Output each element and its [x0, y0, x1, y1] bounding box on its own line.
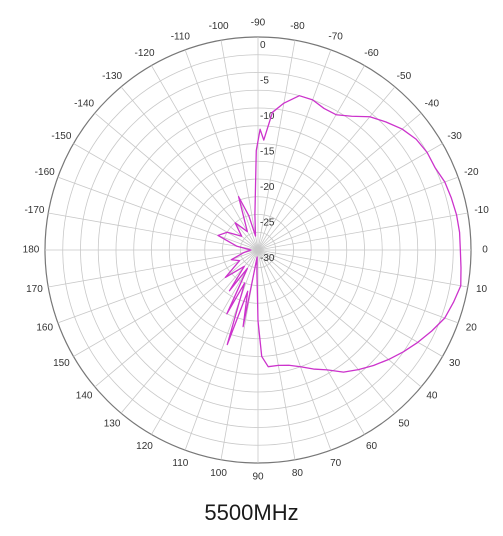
angle-tick-label: 90 [252, 472, 264, 483]
angle-tick-label: 60 [366, 441, 378, 452]
grid-spoke [220, 40, 259, 251]
polar-radiation-chart: 0 10 20 30 40 50 60 70 80 90 100 110 120 130 140 150 160… [23, 18, 490, 483]
grid-spoke [257, 249, 332, 451]
pattern-trace [217, 95, 462, 373]
angle-tick-label: 40 [426, 391, 438, 402]
grid-spoke [257, 112, 422, 251]
angle-tick-labels: 0 10 20 30 40 50 60 70 80 90 100 110 120 130 140 150 160… [23, 18, 490, 483]
grid-spoke [257, 249, 459, 324]
grid-spoke [94, 112, 259, 251]
angle-tick-label: 10 [476, 284, 488, 295]
angle-tick-label: 160 [36, 322, 53, 333]
grid-spoke [257, 212, 468, 251]
angle-tick-label: -100 [209, 21, 229, 32]
grid-spoke [151, 65, 259, 251]
grid-spoke [48, 249, 259, 288]
grid-spoke [257, 65, 365, 251]
grid-spoke [257, 249, 468, 288]
angle-tick-label: -80 [290, 21, 305, 32]
grid-spoke [257, 49, 332, 251]
angle-tick-label: 30 [449, 358, 461, 369]
grid-spoke [57, 249, 259, 324]
angle-tick-label: -120 [134, 48, 154, 59]
radial-tick-label: -30 [260, 253, 275, 264]
pattern-trace-group [217, 95, 462, 373]
radial-tick-label: -5 [260, 76, 269, 87]
angle-tick-label: 130 [104, 419, 121, 430]
angle-tick-label: 20 [466, 322, 478, 333]
angle-tick-label: -20 [464, 167, 479, 178]
angle-tick-label: -160 [35, 167, 55, 178]
grid-spoke [257, 249, 422, 388]
angle-tick-label: -130 [102, 71, 122, 82]
grid-spoke [257, 40, 296, 251]
angle-tick-label: 80 [292, 468, 304, 479]
angle-tick-label: 0 [482, 245, 488, 256]
grid-spoke [257, 249, 443, 357]
grid-spoke [257, 176, 459, 251]
grid-spoke [120, 249, 259, 414]
angle-tick-label: -110 [171, 31, 191, 42]
angle-tick-label: 180 [23, 245, 40, 256]
chart-caption: 5500MHz [204, 500, 299, 525]
angle-tick-label: -140 [74, 99, 94, 110]
grid-spoke [257, 86, 396, 251]
grid-spoke [48, 212, 259, 251]
angle-tick-label: 110 [172, 458, 188, 469]
grid-spoke [257, 249, 296, 460]
radial-tick-labels: 0 -5 -10 -15 -20 -25 -30 [260, 40, 275, 264]
angle-tick-label: -60 [364, 48, 379, 59]
grid-spoke [73, 249, 259, 357]
polar-grid [44, 36, 472, 464]
angle-tick-label: -30 [447, 131, 462, 142]
radial-tick-label: 0 [260, 40, 266, 51]
grid-spoke [257, 249, 365, 435]
grid-spoke [184, 49, 259, 251]
angle-tick-label: 100 [210, 468, 227, 479]
grid-spoke [94, 249, 259, 388]
radial-tick-label: -25 [260, 218, 275, 229]
grid-spoke [257, 249, 396, 414]
angle-tick-label: 120 [136, 441, 153, 452]
angle-tick-label: -40 [425, 99, 440, 110]
radial-tick-label: -15 [260, 147, 275, 158]
angle-tick-label: 70 [330, 458, 342, 469]
angle-tick-label: -10 [474, 205, 489, 216]
angle-tick-label: -50 [397, 71, 412, 82]
angle-tick-label: 170 [26, 284, 43, 295]
angle-tick-label: 150 [53, 358, 70, 369]
angle-tick-label: -90 [251, 18, 266, 29]
grid-spoke [184, 249, 259, 451]
radial-tick-label: -10 [260, 111, 275, 122]
grid-spoke [57, 176, 259, 251]
angle-tick-label: -150 [51, 131, 71, 142]
angle-tick-label: 140 [76, 391, 93, 402]
grid-spoke [151, 249, 259, 435]
grid-spoke [257, 143, 443, 251]
angle-tick-label: 50 [398, 419, 410, 430]
angle-tick-label: -70 [328, 31, 343, 42]
radial-tick-label: -20 [260, 182, 275, 193]
angle-tick-label: -170 [24, 205, 44, 216]
